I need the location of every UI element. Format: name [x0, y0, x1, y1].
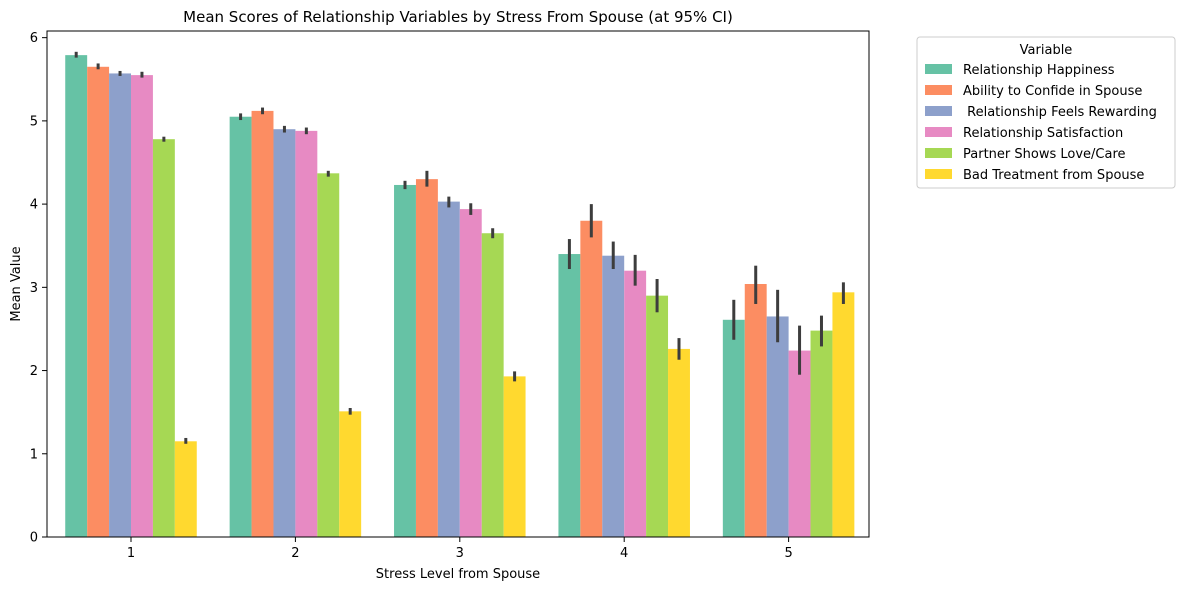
bar — [394, 184, 416, 538]
bar — [65, 55, 88, 538]
legend-label: Bad Treatment from Spouse — [963, 168, 1144, 183]
bar — [317, 173, 340, 537]
x-axis-label: Stress Level from Spouse — [376, 567, 540, 582]
y-tick-label: 3 — [30, 281, 38, 296]
legend-label: Relationship Happiness — [963, 63, 1115, 78]
bar — [668, 348, 690, 537]
y-tick-label: 6 — [30, 31, 38, 46]
legend-swatch — [925, 64, 952, 74]
bar — [722, 319, 745, 537]
bar — [558, 254, 581, 537]
bar — [273, 129, 296, 537]
legend-swatch — [925, 169, 952, 179]
bar — [788, 350, 811, 537]
bar — [580, 220, 603, 537]
bar — [832, 292, 855, 537]
bar — [646, 295, 669, 537]
legend-swatch — [925, 127, 952, 137]
legend-title: Variable — [1020, 43, 1073, 58]
legend-swatch — [925, 106, 952, 116]
legend-label: Relationship Feels Rewarding — [963, 105, 1157, 120]
legend-label: Ability to Confide in Spouse — [963, 84, 1142, 99]
bar — [481, 233, 504, 537]
bar — [152, 139, 175, 537]
y-tick-label: 5 — [30, 114, 38, 129]
bar — [503, 376, 526, 537]
bar — [459, 209, 482, 537]
bar — [229, 116, 252, 537]
bar — [339, 411, 362, 537]
x-tick-label: 1 — [127, 546, 135, 561]
x-tick-label: 3 — [456, 546, 464, 561]
legend-label: Partner Shows Love/Care — [963, 147, 1126, 162]
bar — [131, 75, 153, 537]
legend-frame — [916, 36, 1176, 189]
plot-frame — [46, 30, 870, 538]
y-tick-label: 2 — [30, 364, 38, 379]
plot-area: 0 1 2 3 4 5 6 1 2 3 4 5 — [30, 30, 870, 561]
bar — [437, 201, 460, 537]
y-tick-label: 1 — [30, 447, 38, 462]
bar — [174, 441, 197, 537]
x-tick-label: 4 — [620, 546, 628, 561]
y-axis-label: Mean Value — [9, 246, 24, 321]
bar — [109, 73, 131, 537]
bar — [251, 110, 274, 537]
legend: Variable Relationship Happiness Ability to… — [916, 36, 1176, 189]
y-tick-label: 0 — [30, 531, 38, 546]
bar — [415, 179, 438, 537]
x-tick-label: 5 — [784, 546, 792, 561]
bar — [295, 130, 318, 538]
y-tick-label: 4 — [30, 198, 38, 213]
chart-title: Mean Scores of Relationship Variables by… — [183, 8, 733, 26]
legend-label: Relationship Satisfaction — [963, 126, 1123, 141]
legend-swatch — [925, 85, 952, 95]
bar — [624, 270, 647, 537]
bar — [766, 316, 789, 537]
bar — [87, 66, 110, 537]
bar — [744, 284, 767, 537]
bar — [602, 255, 625, 537]
legend-swatch — [925, 148, 952, 158]
bar — [810, 330, 833, 537]
x-tick-label: 2 — [291, 546, 299, 561]
